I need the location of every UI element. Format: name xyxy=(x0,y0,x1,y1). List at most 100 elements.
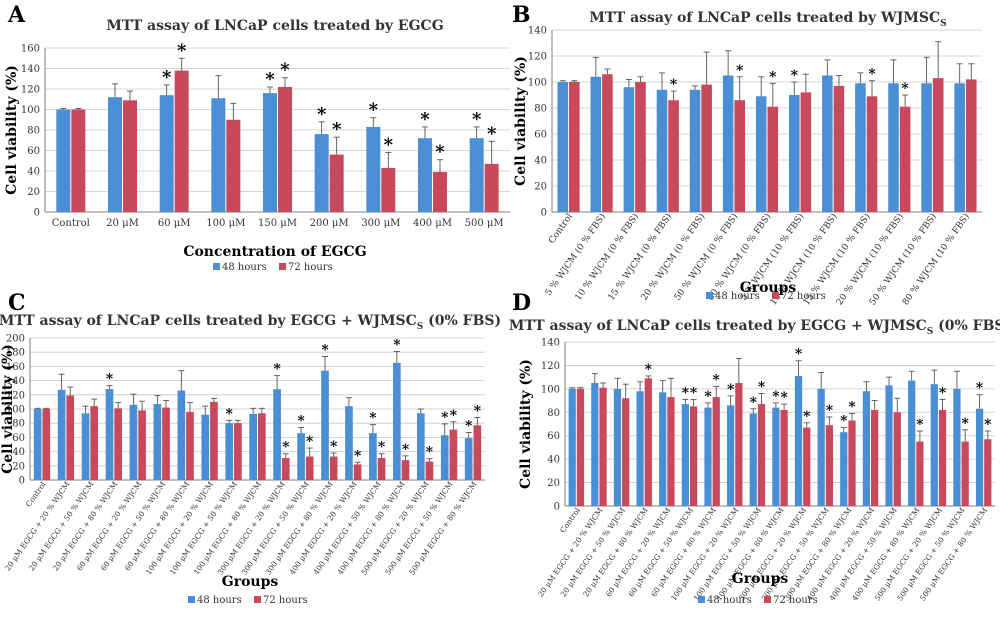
x-tick-label: 500 μM xyxy=(465,218,504,229)
legend-entry: 48 hours xyxy=(197,595,242,606)
bar-48h xyxy=(613,388,622,506)
significance-marker: * xyxy=(727,382,735,398)
bar-48h xyxy=(464,438,473,480)
chart-title: MTT assay of LNCaP cells treated by EGCG… xyxy=(509,318,1000,337)
significance-marker: * xyxy=(265,69,275,90)
x-tick-label: 100 μM xyxy=(206,218,245,229)
panel-letter: A xyxy=(7,2,26,28)
y-tick-label: 40 xyxy=(534,156,547,167)
significance-marker: * xyxy=(297,413,305,429)
significance-marker: * xyxy=(750,395,758,411)
significance-marker: * xyxy=(306,434,314,450)
y-tick-label: 80 xyxy=(534,104,547,115)
legend-swatch xyxy=(188,596,195,603)
significance-marker: * xyxy=(226,406,234,422)
bar-48h xyxy=(623,87,635,212)
bar-72h xyxy=(602,74,613,212)
x-tick-label: 5 % WJCM (0 % FBS) xyxy=(543,211,608,297)
bar-48h xyxy=(57,389,66,480)
bar-48h xyxy=(225,423,234,480)
legend-swatch xyxy=(279,263,286,270)
significance-marker: * xyxy=(690,385,698,401)
significance-marker: * xyxy=(769,69,777,85)
significance-marker: * xyxy=(736,63,744,79)
x-tick-label: 60 μM xyxy=(158,218,191,229)
bar-72h xyxy=(381,167,396,212)
x-tick-label: 20 μM xyxy=(106,218,139,229)
chart-panel-d: D MTT assay of LNCaP cells treated by EGC… xyxy=(509,290,1000,606)
x-tick-label: 150 μM xyxy=(258,218,297,229)
legend-swatch xyxy=(254,596,261,603)
x-tick-label: 400 μM xyxy=(413,218,452,229)
bar-72h xyxy=(848,420,856,506)
significance-marker: * xyxy=(393,337,401,353)
legend-swatch xyxy=(698,596,705,603)
bar-72h xyxy=(735,383,743,506)
bar-48h xyxy=(159,95,174,212)
x-tick-label: 15 % WJCM (0 % FBS) xyxy=(606,211,674,302)
significance-marker: * xyxy=(369,100,379,121)
bar-48h xyxy=(297,433,305,480)
significance-marker: * xyxy=(962,416,970,432)
bar-72h xyxy=(622,398,630,506)
bar-72h xyxy=(433,172,447,212)
significance-marker: * xyxy=(916,417,924,433)
x-axis-label: Groups xyxy=(740,280,797,296)
significance-marker: * xyxy=(435,142,445,163)
bar-48h xyxy=(930,384,938,506)
bar-48h xyxy=(921,83,932,212)
bar-72h xyxy=(833,85,845,212)
legend-swatch xyxy=(764,596,771,603)
y-tick-label: 120 xyxy=(21,85,40,96)
bar-48h xyxy=(689,89,701,212)
significance-marker: * xyxy=(472,109,482,130)
bar-48h xyxy=(81,413,90,480)
chart-title: MTT assay of LNCaP cells treated by EGCG… xyxy=(0,313,501,332)
bar-72h xyxy=(174,70,189,212)
bar-72h xyxy=(278,86,292,212)
x-tick-label: Control xyxy=(547,212,575,246)
bar-72h xyxy=(984,439,992,506)
significance-marker: * xyxy=(330,439,338,455)
y-tick-label: 60 xyxy=(534,130,547,141)
legend-entry: 48 hours xyxy=(222,262,267,273)
y-tick-label: 120 xyxy=(6,390,25,401)
bar-48h xyxy=(249,413,257,480)
bar-48h xyxy=(722,75,734,212)
significance-marker: * xyxy=(772,389,780,405)
y-tick-label: 180 xyxy=(6,348,25,359)
y-tick-label: 100 xyxy=(528,78,547,89)
bar-48h xyxy=(749,413,757,506)
bar-48h xyxy=(755,96,767,212)
significance-marker: * xyxy=(487,123,497,144)
bar-48h xyxy=(440,435,449,480)
bar-72h xyxy=(186,411,194,480)
x-tick-label: 10 % WJCM (0 % FBS) xyxy=(573,211,641,302)
bar-72h xyxy=(757,404,766,506)
x-tick-label: 50 % WJCM (10 % FBS) xyxy=(867,211,939,307)
bar-48h xyxy=(636,391,644,506)
x-tick-label: 20 % WJCM (10 % FBS) xyxy=(834,211,906,307)
y-tick-label: 60 xyxy=(12,433,25,444)
y-tick-label: 60 xyxy=(547,431,560,442)
bar-72h xyxy=(42,409,51,480)
bar-72h xyxy=(916,441,924,506)
bar-72h xyxy=(599,387,607,506)
legend-entry: 72 hours xyxy=(781,291,826,302)
bar-48h xyxy=(888,83,899,212)
y-tick-label: 140 xyxy=(21,64,40,75)
significance-marker: * xyxy=(354,448,362,464)
bar-48h xyxy=(108,97,122,212)
significance-marker: * xyxy=(670,77,678,93)
significance-marker: * xyxy=(280,60,290,81)
significance-marker: * xyxy=(420,109,430,130)
x-tick-label: 300 μM xyxy=(361,218,400,229)
bar-72h xyxy=(961,441,969,506)
bar-48h xyxy=(822,75,833,212)
y-tick-label: 100 xyxy=(6,405,25,416)
y-tick-label: 80 xyxy=(12,419,25,430)
bar-48h xyxy=(788,95,800,212)
significance-marker: * xyxy=(317,104,327,125)
bar-72h xyxy=(701,84,712,212)
